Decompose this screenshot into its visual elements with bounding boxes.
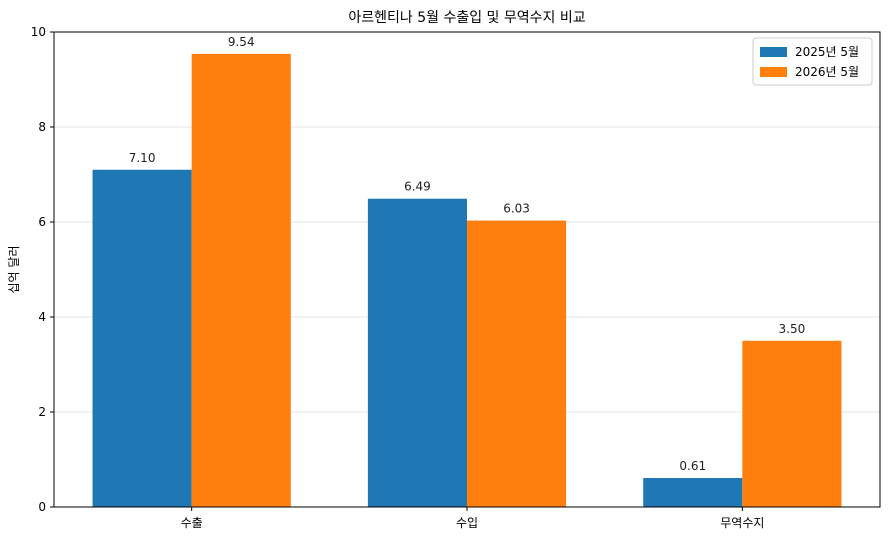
y-axis-label: 십억 달러 — [7, 246, 21, 294]
bar-value-label: 9.54 — [228, 35, 255, 49]
bar-value-label: 3.50 — [779, 322, 806, 336]
x-tick-label: 무역수지 — [720, 516, 764, 530]
bar — [467, 220, 567, 507]
x-tick-label: 수출 — [181, 516, 203, 530]
y-tick-label: 8 — [38, 120, 46, 134]
data-labels: 7.10 9.54 6.49 6.03 0.61 3.50 — [129, 35, 806, 473]
legend-label: 2025년 5월 — [795, 45, 859, 59]
y-tick-label: 4 — [38, 310, 46, 324]
chart-title: 아르헨티나 5월 수출입 및 무역수지 비교 — [348, 10, 585, 26]
bar-value-label: 6.49 — [404, 180, 431, 194]
y-tick-label: 0 — [38, 500, 46, 514]
bar-value-label: 7.10 — [129, 151, 156, 165]
bar — [742, 340, 842, 507]
bar-value-label: 0.61 — [679, 459, 706, 473]
legend-label: 2026년 5월 — [795, 65, 859, 79]
bar-value-label: 6.03 — [503, 202, 530, 216]
y-tick-label: 10 — [31, 25, 46, 39]
x-axis-ticks: 수출 수입 무역수지 — [181, 507, 764, 530]
bar — [191, 53, 291, 507]
bar — [643, 478, 743, 507]
legend-swatch — [760, 47, 787, 57]
y-tick-label: 2 — [38, 405, 46, 419]
bars — [92, 53, 842, 507]
x-tick-label: 수입 — [456, 516, 478, 530]
legend-swatch — [760, 67, 787, 77]
y-axis-ticks: 0 2 4 6 8 10 — [31, 25, 54, 514]
legend: 2025년 5월 2026년 5월 — [752, 37, 873, 86]
bar — [367, 198, 467, 507]
bar — [92, 169, 192, 507]
y-tick-label: 6 — [38, 215, 46, 229]
